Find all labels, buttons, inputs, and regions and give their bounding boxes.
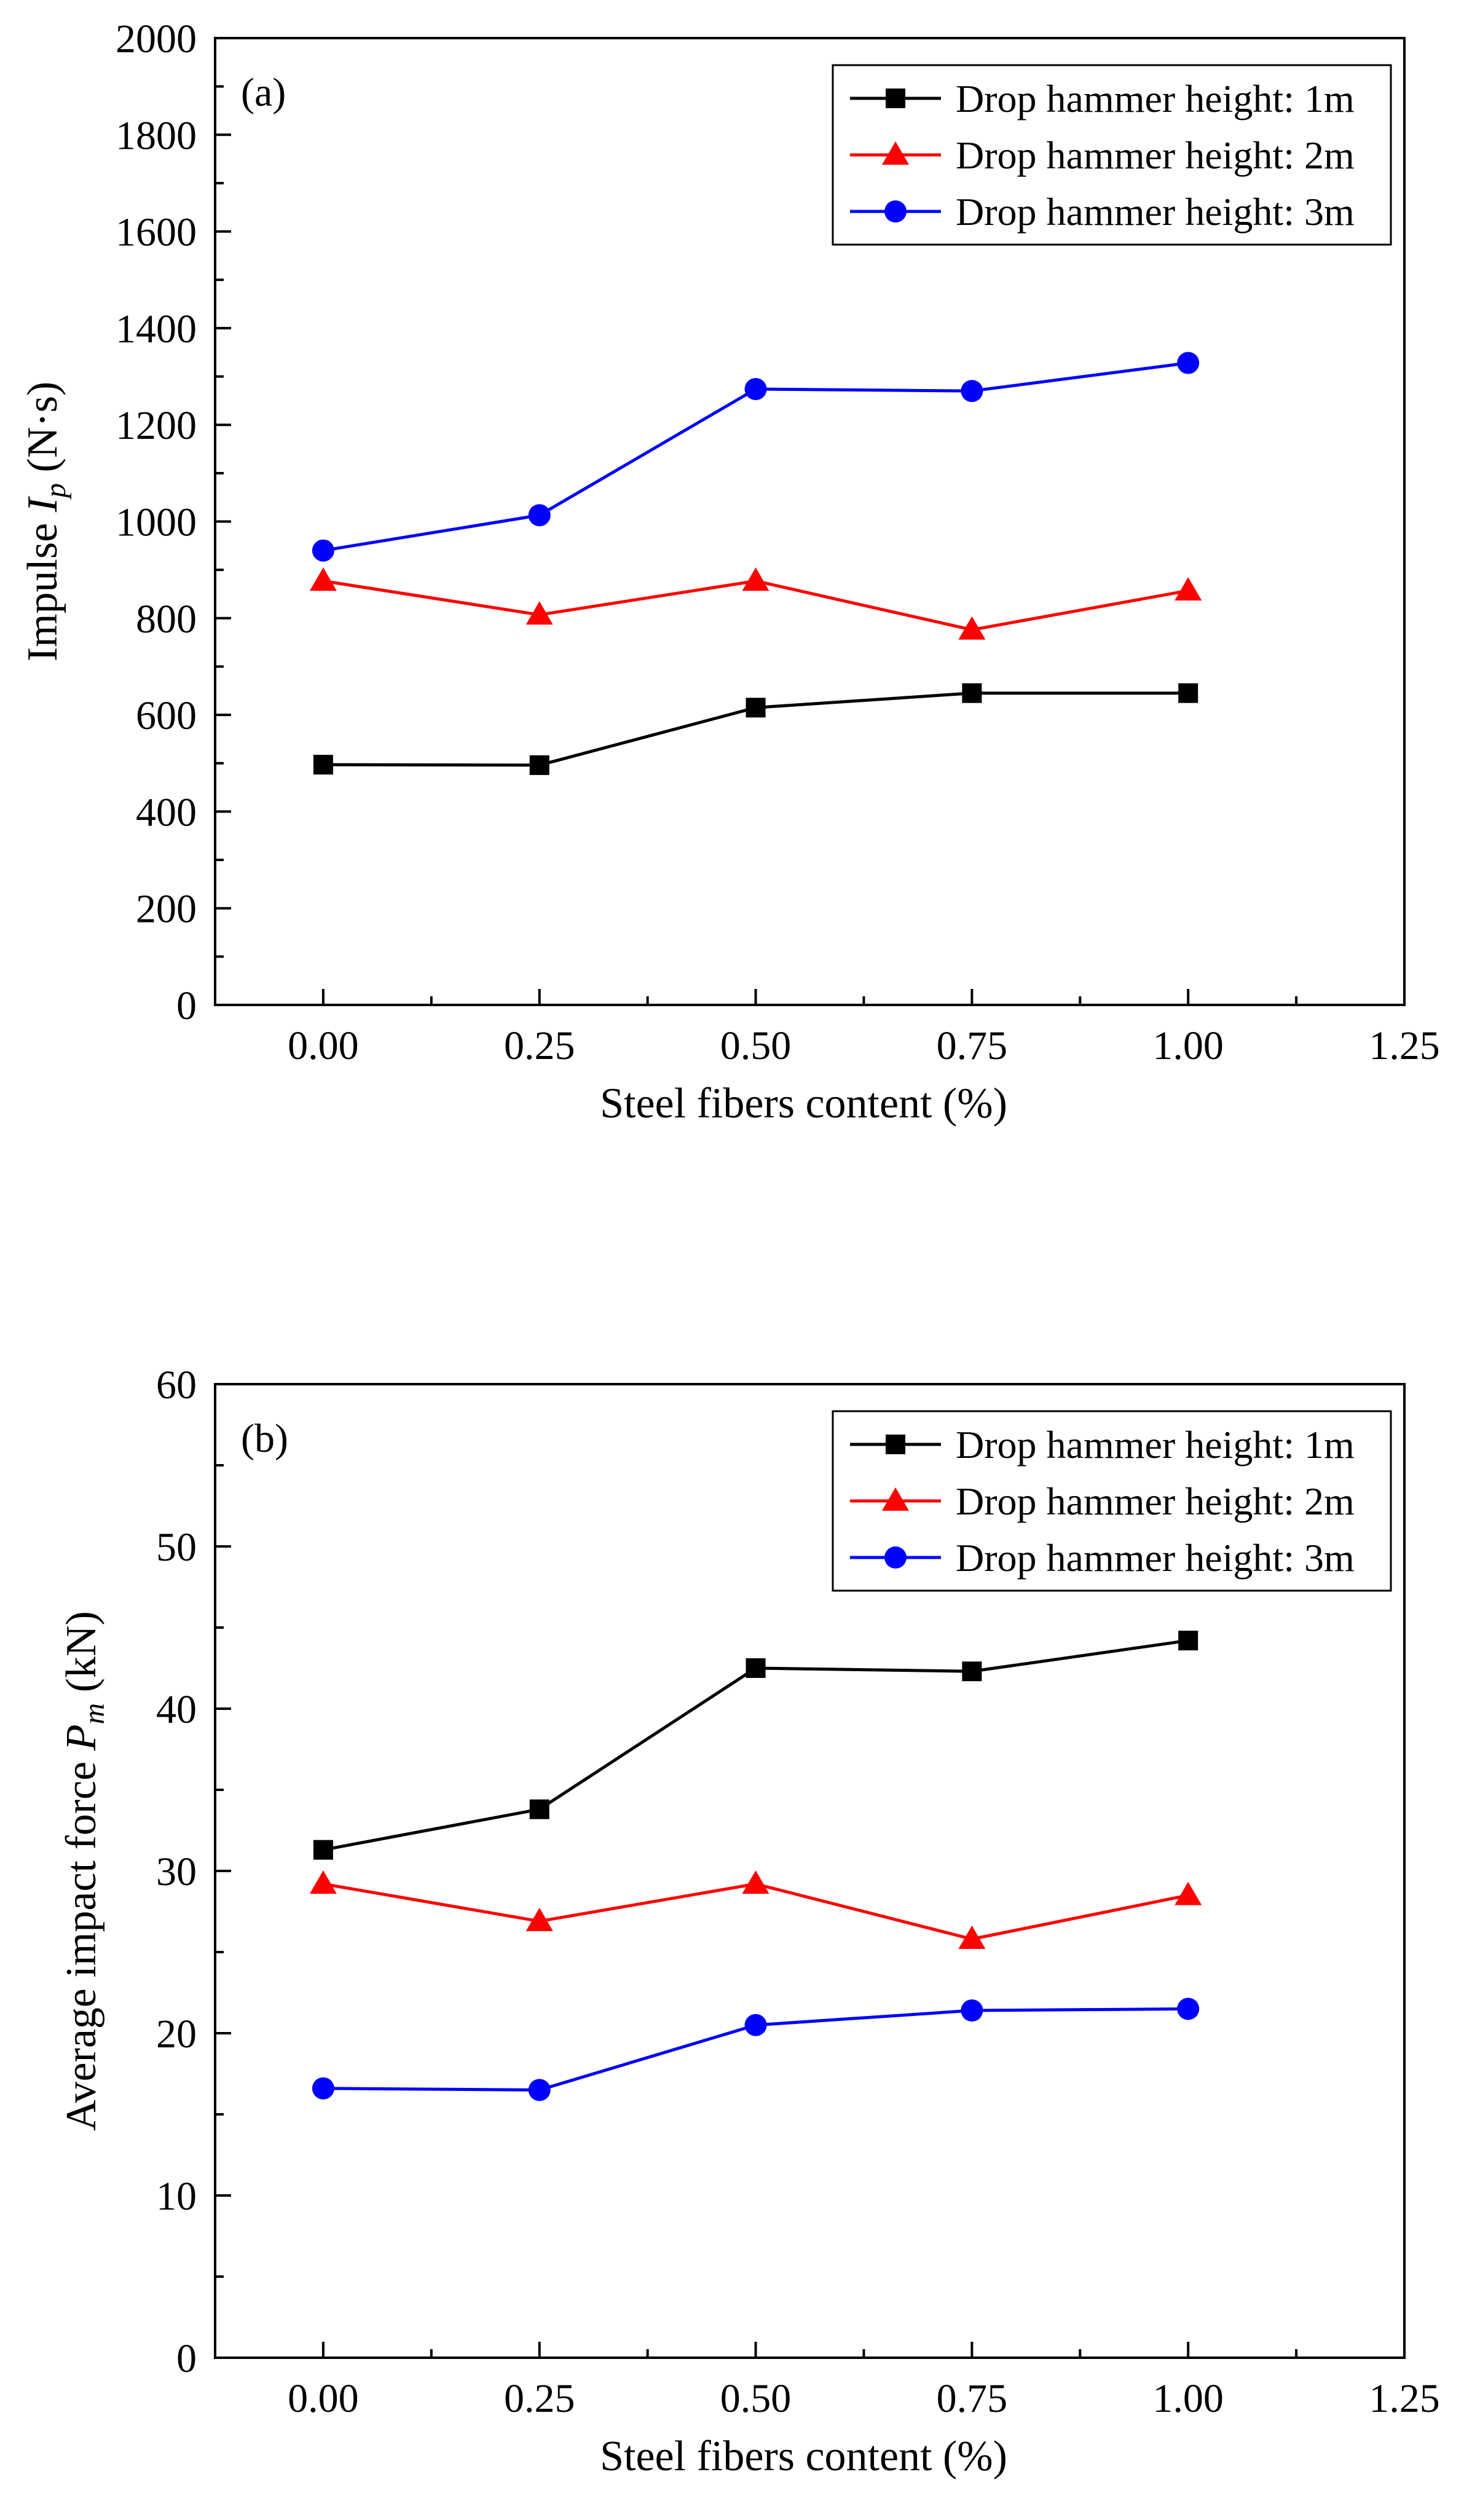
legend-label-2: Drop hammer height: 2m [956, 1479, 1355, 1523]
data-point-series-1 [746, 1658, 766, 1678]
legend-marker-2 [882, 1487, 909, 1511]
x-tick-label: 1.00 [1152, 1023, 1224, 1068]
data-point-series-3 [312, 2077, 334, 2100]
data-point-series-1 [962, 683, 982, 703]
y-tick-label: 20 [156, 2012, 197, 2057]
data-point-series-1 [529, 1799, 549, 1819]
data-point-series-1 [746, 698, 766, 718]
y-axis-title-suffix: (N·s) [19, 382, 66, 483]
y-axis-title-symbol: I [19, 495, 66, 513]
y-tick-label: 50 [156, 1525, 197, 1570]
data-point-series-1 [1178, 683, 1198, 703]
legend-marker-2 [882, 141, 909, 165]
y-axis-title-prefix: Impulse [19, 512, 66, 661]
y-tick-label: 1200 [116, 403, 197, 448]
data-point-series-1 [962, 1661, 982, 1682]
data-point-series-3 [528, 2079, 551, 2101]
x-tick-label: 1.25 [1369, 1023, 1440, 1068]
legend-marker-1 [886, 89, 905, 108]
data-point-series-3 [312, 539, 334, 562]
data-point-series-3 [744, 377, 767, 400]
y-tick-label: 600 [136, 693, 197, 738]
x-tick-label: 0.50 [720, 2376, 792, 2421]
data-point-series-1 [529, 755, 549, 775]
x-axis-title: Steel fibers content (%) [600, 1080, 1007, 1127]
legend: Drop hammer height: 1m Drop hammer height… [832, 1410, 1392, 1592]
data-point-series-3 [1177, 352, 1200, 374]
x-tick-label: 1.25 [1369, 2376, 1440, 2421]
legend-label-3: Drop hammer height: 3m [956, 1536, 1355, 1580]
x-tick-label: 0.25 [504, 2376, 575, 2421]
y-axis-title-subscript: p [39, 483, 72, 500]
y-axis-title-prefix: Average impact force [58, 1750, 105, 2131]
legend-label-1: Drop hammer height: 1m [956, 77, 1355, 120]
y-tick-label: 0 [176, 983, 197, 1028]
x-axis-title: Steel fibers content (%) [600, 2433, 1007, 2480]
y-axis-title: Average impact force Pm (kN) [58, 1611, 111, 2131]
data-point-series-1 [1178, 1631, 1198, 1651]
y-tick-label: 800 [136, 597, 197, 642]
x-tick-label: 0.75 [937, 2376, 1008, 2421]
data-point-series-2 [1175, 1881, 1202, 1905]
data-point-series-2 [525, 601, 553, 625]
y-tick-label: 1800 [116, 113, 197, 158]
y-tick-label: 200 [136, 887, 197, 932]
chart-panel-b: 0.00 0.25 0.50 0.75 1.00 1.25 0 10 20 30 40 50 60 Ste… [58, 1363, 1440, 2480]
y-tick-label: 60 [156, 1363, 197, 1408]
chart-panel-a: 0.00 0.25 0.50 0.75 1.00 1.25 0 200 400 600 800 100… [19, 17, 1440, 1127]
legend-label-2: Drop hammer height: 2m [956, 133, 1355, 177]
y-axis-title-symbol: P [58, 1724, 105, 1751]
data-point-series-3 [528, 504, 551, 527]
legend-marker-3 [884, 1546, 907, 1569]
data-point-series-3 [961, 1999, 983, 2022]
x-tick-label: 0.75 [937, 1023, 1008, 1068]
y-axis-title: Impulse Ip (N·s) [19, 382, 72, 662]
legend: Drop hammer height: 1m Drop hammer height… [832, 64, 1392, 246]
data-point-series-2 [1175, 577, 1202, 600]
y-tick-label: 0 [176, 2336, 197, 2381]
panel-label: (a) [241, 70, 286, 115]
y-axis-title-suffix: (kN) [58, 1611, 105, 1703]
y-tick-label: 400 [136, 790, 197, 835]
y-tick-label: 40 [156, 1687, 197, 1732]
data-point-series-3 [961, 380, 983, 403]
data-point-series-3 [1177, 1998, 1200, 2020]
data-point-series-2 [309, 567, 337, 591]
x-tick-label: 0.50 [720, 1023, 792, 1068]
legend-marker-3 [884, 200, 907, 222]
y-tick-label: 30 [156, 1849, 197, 1894]
y-tick-label: 2000 [116, 17, 197, 61]
x-tick-label: 1.00 [1152, 2376, 1224, 2421]
panel-label: (b) [241, 1416, 288, 1461]
data-point-series-2 [742, 1870, 769, 1894]
y-axis-title-subscript: m [78, 1703, 111, 1725]
legend-label-1: Drop hammer height: 1m [956, 1423, 1355, 1467]
data-point-series-1 [313, 755, 333, 775]
data-point-series-3 [744, 2014, 767, 2036]
y-tick-label: 1600 [116, 210, 197, 255]
x-tick-label: 0.25 [504, 1023, 575, 1068]
y-tick-label: 1000 [116, 500, 197, 545]
data-point-series-2 [309, 1870, 337, 1894]
legend-marker-1 [886, 1435, 905, 1454]
data-point-series-2 [958, 1925, 986, 1949]
data-point-series-1 [313, 1840, 333, 1860]
x-tick-label: 0.00 [288, 2376, 359, 2421]
x-tick-label: 0.00 [288, 1023, 359, 1068]
data-point-series-2 [958, 616, 986, 640]
legend-label-3: Drop hammer height: 3m [956, 190, 1355, 234]
data-point-series-2 [742, 567, 769, 591]
data-point-series-2 [525, 1907, 553, 1931]
y-tick-label: 1400 [116, 307, 197, 352]
y-tick-label: 10 [156, 2174, 197, 2219]
